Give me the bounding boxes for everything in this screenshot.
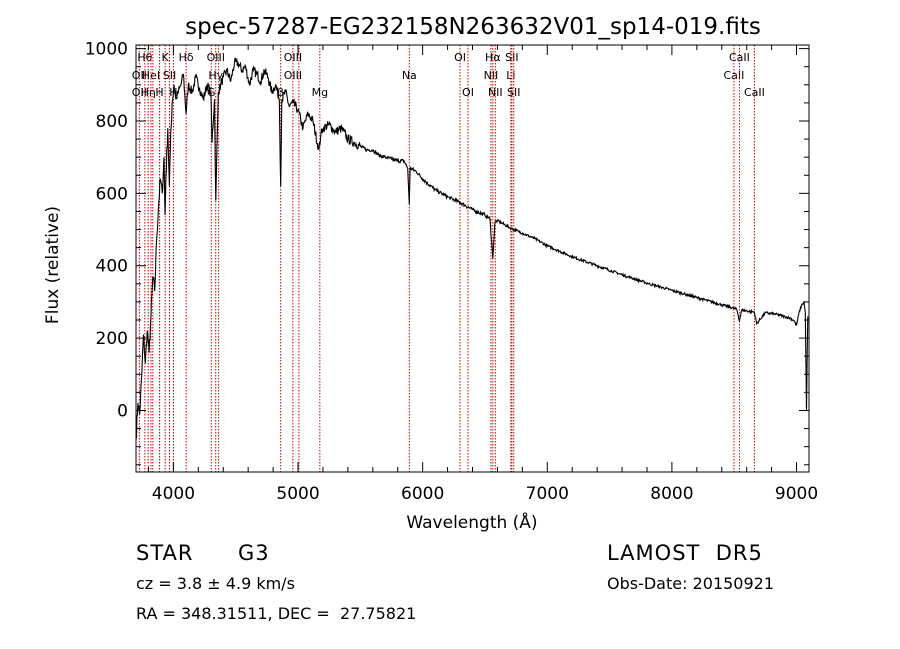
line-label-7-0: SII (163, 69, 176, 82)
x-axis: 4000 5000 6000 7000 8000 9000 (147, 45, 818, 504)
object-subclass-label: G3 (238, 541, 270, 565)
line-label-26-0: CaII (724, 69, 745, 82)
line-label-17-0: Na (402, 69, 417, 82)
line-label-22-0: NII (488, 86, 503, 99)
x-tick-label-1: 5000 (276, 484, 319, 504)
line-label-28-0: CaII (744, 86, 765, 99)
y-tick-label-4: 800 (96, 112, 128, 132)
spectrum-series-line (135, 57, 809, 440)
y-axis-label: Flux (relative) (43, 206, 63, 324)
line-label-16-0: Mg (312, 86, 328, 99)
y-tick-label-5: 1000 (85, 40, 128, 60)
y-tick-label-2: 400 (96, 257, 128, 277)
x-tick-label-0: 4000 (152, 484, 195, 504)
line-label-25-0: SII (507, 86, 520, 99)
line-label-18-0: OI (454, 51, 466, 64)
line-label-23-0: Li (506, 69, 515, 82)
line-label-27-0: CaII (729, 51, 750, 64)
redshift-value: cz = 3.8 ± 4.9 km/s (136, 574, 295, 593)
chart-title: spec-57287-EG232158N263632V01_sp14-019.f… (185, 14, 761, 40)
x-tick-label-4: 8000 (650, 484, 693, 504)
x-tick-label-5: 9000 (775, 484, 818, 504)
y-tick-label-0: 0 (117, 401, 128, 421)
line-label-6-0: K (162, 51, 170, 64)
x-axis-label: Wavelength (Å) (406, 511, 537, 533)
line-label-19-0: OI (462, 86, 474, 99)
coordinates-value: RA = 348.31511, DEC = 27.75821 (136, 604, 417, 623)
line-label-21-0: Hα (485, 51, 501, 64)
line-label-3-0: HeI (142, 69, 160, 82)
plot-frame (135, 44, 810, 473)
object-class-label: STAR (136, 541, 194, 565)
line-label-9-0: Hδ (179, 51, 194, 64)
line-label-14-0: OIII (284, 51, 302, 64)
line-label-1-0: Hθ (137, 51, 152, 64)
line-label-14-1: OIII (284, 69, 302, 82)
line-label-11-0: OIII (207, 51, 225, 64)
y-axis: 0 200 400 600 800 1000 (85, 40, 809, 466)
y-tick-label-3: 600 (96, 184, 128, 204)
line-label-13-0: β (277, 86, 284, 99)
line-label-11-1: Hγ (208, 69, 223, 82)
survey-label: LAMOST DR5 (607, 541, 763, 565)
observation-date: Obs-Date: 20150921 (607, 574, 775, 593)
x-tick-label-3: 7000 (526, 484, 569, 504)
y-tick-label-1: 200 (96, 329, 128, 349)
spectral-line-markers: OIIOIIHθHηHeIHKSIIHHδGOIIIHγβOIIIOIIIMgN… (132, 45, 765, 472)
x-tick-label-2: 6000 (401, 484, 444, 504)
line-label-5-0: H (155, 86, 163, 99)
line-label-20-0: NII (484, 69, 499, 82)
line-label-24-0: SII (505, 51, 518, 64)
line-label-2-0: Hη (141, 86, 156, 99)
